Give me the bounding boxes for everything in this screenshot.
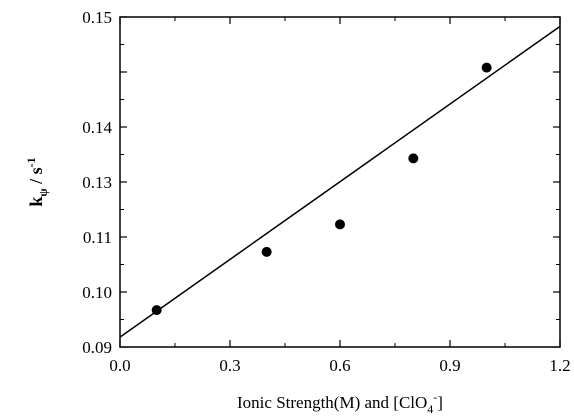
data-point bbox=[408, 153, 419, 164]
data-point bbox=[261, 246, 272, 257]
data-point bbox=[151, 305, 162, 316]
y-tick-label: 0.15 bbox=[82, 8, 112, 27]
y-tick-label: 0.09 bbox=[82, 338, 112, 357]
axis-ticks bbox=[119, 16, 561, 348]
y-axis-title: kψ / s-1 bbox=[24, 157, 50, 206]
x-tick-label: 0.6 bbox=[329, 356, 350, 375]
x-axis-title: Ionic Strength(M) and [ClO4-] bbox=[237, 390, 443, 416]
x-tick-label: 0.0 bbox=[109, 356, 130, 375]
x-tick-label: 1.2 bbox=[549, 356, 570, 375]
y-tick-label: 0.11 bbox=[83, 228, 112, 247]
fit-line bbox=[119, 25, 561, 338]
y-tick-label: 0.10 bbox=[82, 283, 112, 302]
y-tick-label: 0.14 bbox=[82, 118, 112, 137]
x-tick-label: 0.3 bbox=[219, 356, 240, 375]
y-tick-labels: 0.09 0.10 0.11 0.13 0.14 0.15 bbox=[82, 8, 112, 357]
x-tick-label: 0.9 bbox=[439, 356, 460, 375]
y-tick-label: 0.13 bbox=[82, 173, 112, 192]
data-points bbox=[151, 62, 492, 316]
x-tick-labels: 0.0 0.3 0.6 0.9 1.2 bbox=[109, 356, 570, 375]
data-point bbox=[481, 62, 492, 73]
data-point bbox=[335, 219, 345, 230]
